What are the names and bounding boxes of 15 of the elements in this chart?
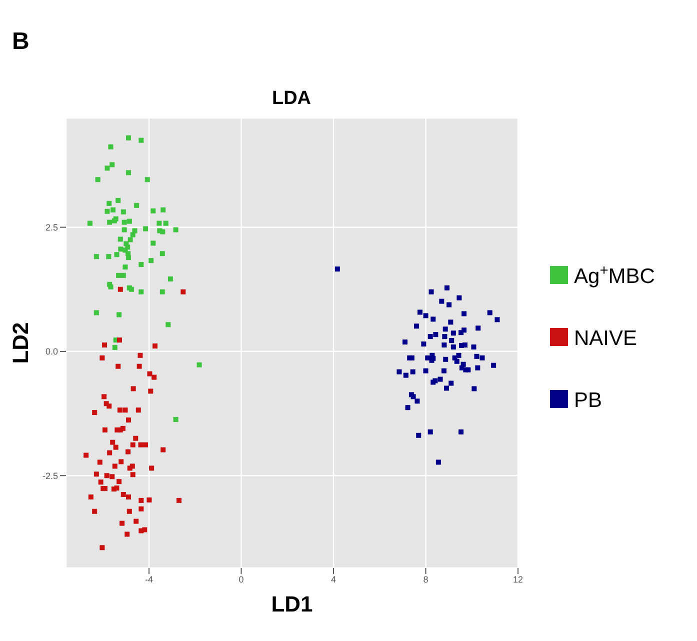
x-tick-label: 4	[331, 574, 336, 584]
legend-label: PB	[574, 389, 602, 412]
y-axis-title: LD2	[8, 322, 33, 364]
legend-label: NAIVE	[574, 327, 638, 350]
text: B	[12, 28, 30, 56]
y-tick-label: 2.5	[45, 222, 58, 232]
x-tick-label: 12	[512, 574, 524, 584]
chart-title: LDA	[270, 88, 312, 110]
x-tick-label: 0	[238, 574, 244, 584]
y-tick-label: -2.5	[42, 470, 58, 481]
x-tick-label: 8	[423, 574, 428, 584]
legend-label: Ag$^{+}$MBC	[574, 263, 655, 288]
x-axis-title: LD1	[271, 592, 313, 617]
y-tick-label: 0.0	[45, 346, 58, 357]
x-tick-label: -4	[145, 574, 154, 584]
